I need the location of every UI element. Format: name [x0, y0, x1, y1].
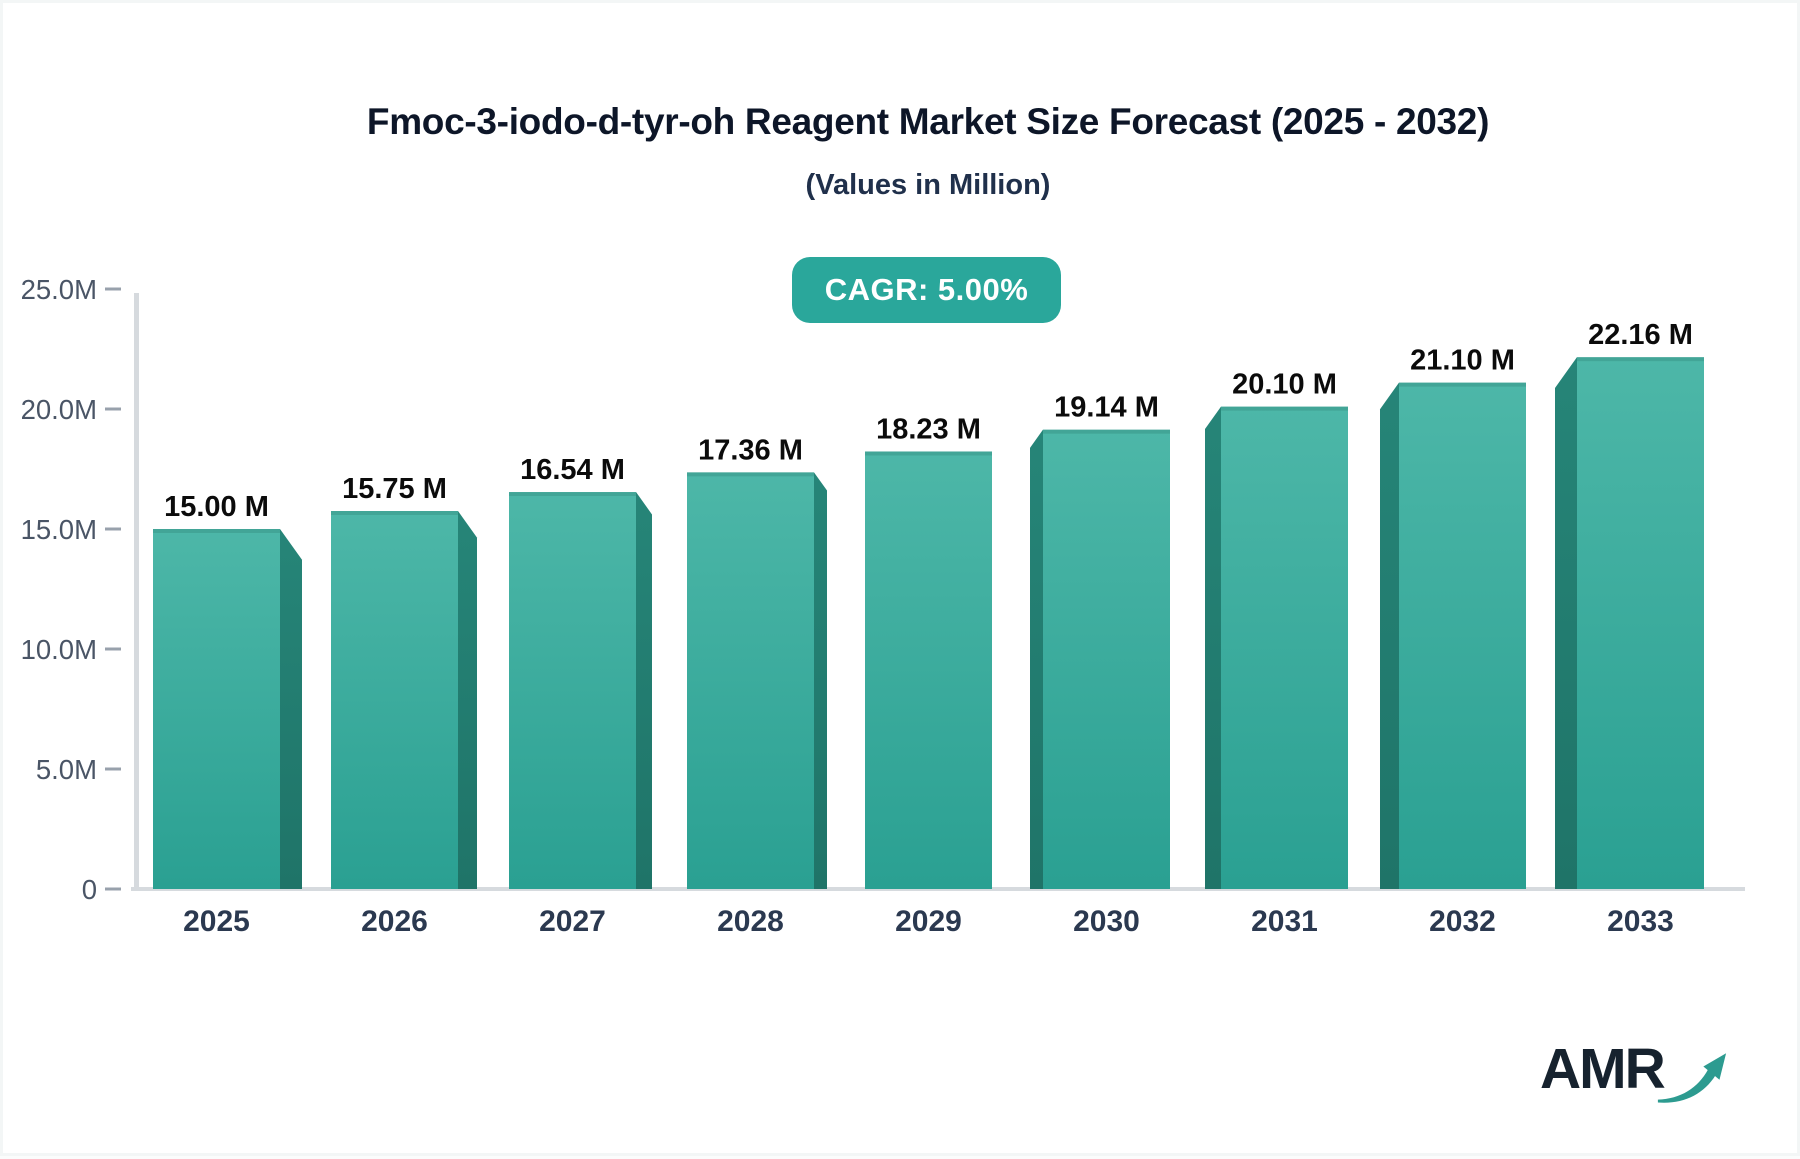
x-tick-label-2025: 2025 [183, 905, 250, 938]
bar-top-edge-2027 [509, 492, 636, 497]
y-tick-label: 10.0M [21, 634, 97, 665]
bar-side-2033 [1555, 357, 1577, 889]
bar-top-edge-2028 [687, 472, 814, 477]
bar-side-2030 [1030, 429, 1043, 889]
y-tick [105, 407, 121, 411]
bar-side-2032 [1380, 382, 1399, 889]
x-tick-label-2033: 2033 [1607, 905, 1674, 938]
bar-value-label-2027: 16.54 M [520, 454, 625, 486]
bar-top-edge-2032 [1399, 382, 1526, 387]
bar-value-label-2029: 18.23 M [876, 413, 981, 445]
bar-2027 [509, 492, 636, 889]
bar-top-edge-2031 [1221, 406, 1348, 411]
bar-2029 [865, 451, 992, 889]
x-tick-label-2026: 2026 [361, 905, 428, 938]
bar-side-2031 [1205, 406, 1221, 889]
cagr-badge: CAGR: 5.00% [792, 257, 1061, 323]
y-tick-label: 25.0M [21, 274, 97, 305]
bar-2026 [331, 511, 458, 889]
bar-2030 [1043, 429, 1170, 889]
bar-2025 [153, 529, 280, 889]
x-tick-label-2027: 2027 [539, 905, 606, 938]
x-tick-label-2032: 2032 [1429, 905, 1496, 938]
bar-value-label-2028: 17.36 M [698, 434, 803, 466]
y-tick [105, 647, 121, 651]
chart-title: Fmoc-3-iodo-d-tyr-oh Reagent Market Size… [366, 101, 1490, 142]
y-tick [105, 287, 121, 291]
bar-side-2025 [280, 529, 302, 889]
amr-logo: AMR [1540, 1037, 1728, 1103]
bar-value-label-2031: 20.10 M [1232, 369, 1337, 401]
bar-2028 [687, 472, 814, 889]
market-size-bar-chart: 0 5.0M 10.0M 15.0M 20.0M 25.0M 15.00 M 2025 15.7… [21, 274, 1745, 938]
bar-side-2028 [814, 472, 827, 889]
y-tick-label: 20.0M [21, 394, 97, 425]
bar-2032 [1399, 382, 1526, 889]
bar-side-2027 [636, 492, 652, 889]
y-tick [105, 767, 121, 771]
x-tick-label-2030: 2030 [1073, 905, 1140, 938]
bar-2031 [1221, 406, 1348, 889]
bar-top-edge-2025 [153, 529, 280, 533]
bar-top-edge-2029 [865, 451, 992, 456]
bar-value-label-2032: 21.10 M [1410, 345, 1515, 377]
bar-value-label-2030: 19.14 M [1054, 392, 1159, 424]
x-tick-label-2029: 2029 [895, 905, 962, 938]
bar-value-label-2026: 15.75 M [342, 473, 447, 505]
bar-top-edge-2033 [1577, 357, 1704, 362]
bar-value-label-2033: 22.16 M [1588, 319, 1693, 351]
y-tick [105, 887, 121, 891]
bar-top-edge-2026 [331, 511, 458, 515]
logo-arrow-icon [1657, 1053, 1726, 1103]
logo-text: AMR [1540, 1037, 1666, 1101]
chart-subtitle: (Values in Million) [805, 169, 1051, 201]
x-tick-label-2031: 2031 [1251, 905, 1318, 938]
y-tick-label: 5.0M [36, 754, 97, 785]
y-tick-label: 15.0M [21, 514, 97, 545]
y-tick [105, 527, 121, 531]
bar-2033 [1577, 357, 1704, 889]
bar-side-2026 [458, 511, 477, 889]
bar-top-edge-2030 [1043, 429, 1170, 434]
y-tick-label: 0 [82, 874, 97, 905]
bar-value-label-2025: 15.00 M [164, 491, 269, 523]
x-tick-label-2028: 2028 [717, 905, 784, 938]
y-axis-line [134, 293, 139, 889]
